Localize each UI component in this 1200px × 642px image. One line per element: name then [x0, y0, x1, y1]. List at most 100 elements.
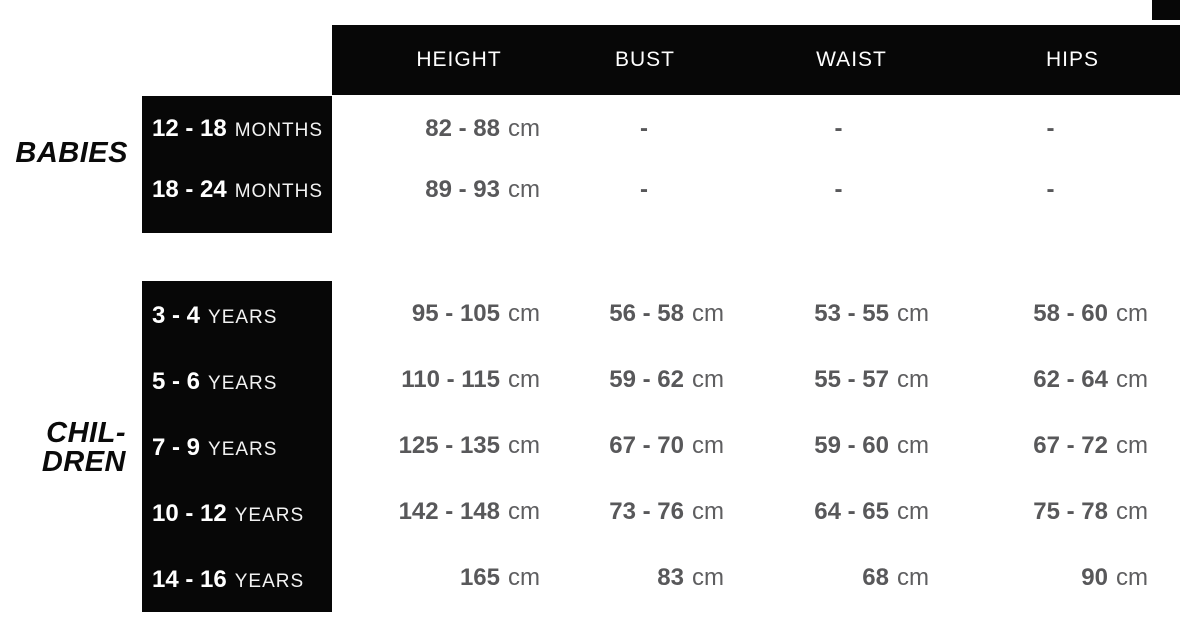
measurement-value: 55 - 57	[814, 366, 889, 393]
cell-hips: 90 cm	[941, 545, 1160, 611]
measurement-unit: cm	[897, 564, 929, 591]
measurement-value: 165	[459, 564, 500, 591]
cell-bust-empty: -	[552, 98, 736, 159]
measurement-value: -	[834, 176, 843, 203]
cell-waist: 53 - 55 cm	[736, 281, 941, 347]
measurement-value: -	[1046, 115, 1055, 142]
size-row-3-4-years: 3 - 4 YEARS	[142, 283, 332, 349]
size-row-12-18-months: 12 - 18 MONTHS	[142, 98, 332, 159]
cell-bust: 56 - 58 cm	[552, 281, 736, 347]
column-header-bust: BUST	[614, 48, 675, 71]
measurement-unit: cm	[692, 564, 724, 591]
section-label-children-line1: CHIL-	[46, 417, 126, 449]
section-label-children-line2: DREN	[41, 446, 126, 478]
measurement-value: 89 - 93	[425, 176, 500, 203]
measurement-unit: cm	[692, 366, 724, 393]
cell-height: 95 - 105 cm	[332, 281, 552, 347]
babies-size-box: 12 - 18 MONTHS 18 - 24 MONTHS	[142, 96, 332, 233]
measurement-unit: cm	[692, 498, 724, 525]
size-unit-label: YEARS	[208, 439, 278, 460]
cell-height: 125 - 135 cm	[332, 413, 552, 479]
size-unit-label: YEARS	[208, 307, 278, 328]
cell-hips: 75 - 78 cm	[941, 479, 1160, 545]
cell-bust: 67 - 70 cm	[552, 413, 736, 479]
measurement-unit: cm	[1116, 498, 1148, 525]
measurement-value: 56 - 58	[609, 300, 684, 327]
measurement-value: 59 - 60	[814, 432, 889, 459]
measurement-value: 75 - 78	[1033, 498, 1108, 525]
cell-waist: 55 - 57 cm	[736, 347, 941, 413]
measurement-unit: cm	[508, 115, 540, 142]
cell-bust-empty: -	[552, 159, 736, 220]
measurement-value: 90	[1081, 564, 1108, 591]
measurement-unit: cm	[508, 300, 540, 327]
measurement-unit: cm	[508, 176, 540, 203]
size-row-7-9-years: 7 - 9 YEARS	[142, 415, 332, 481]
size-range: 7 - 9	[152, 434, 201, 461]
measurement-value: -	[834, 115, 843, 142]
measurement-unit: cm	[1116, 564, 1148, 591]
measurement-value: 83	[657, 564, 684, 591]
section-label-babies: BABIES	[15, 137, 128, 169]
children-measurements: 95 - 105 cm 56 - 58 cm 53 - 55 cm 58 - 60 cm…	[332, 281, 1180, 611]
cell-hips-empty: -	[941, 159, 1160, 220]
measurement-unit: cm	[1116, 432, 1148, 459]
cell-height: 165 cm	[332, 545, 552, 611]
measurement-unit: cm	[897, 300, 929, 327]
measurement-value: 62 - 64	[1033, 366, 1108, 393]
cell-hips: 67 - 72 cm	[941, 413, 1160, 479]
size-row-14-16-years: 14 - 16 YEARS	[142, 547, 332, 613]
size-range: 12 - 18	[152, 115, 227, 142]
measurement-unit: cm	[897, 498, 929, 525]
cell-waist-empty: -	[736, 159, 941, 220]
measurement-value: 68	[862, 564, 889, 591]
children-size-box: 3 - 4 YEARS 5 - 6 YEARS 7 - 9 YEARS 10 - 12…	[142, 281, 332, 612]
top-right-notch	[1152, 0, 1180, 20]
column-header-height: HEIGHT	[416, 48, 502, 71]
cell-waist: 68 cm	[736, 545, 941, 611]
measurement-unit: cm	[692, 300, 724, 327]
size-unit-label: MONTHS	[234, 120, 324, 141]
size-row-18-24-months: 18 - 24 MONTHS	[142, 159, 332, 220]
measurement-value: 59 - 62	[609, 366, 684, 393]
measurement-unit: cm	[508, 432, 540, 459]
size-range: 3 - 4	[152, 302, 201, 329]
size-range: 18 - 24	[152, 176, 227, 203]
cell-waist: 64 - 65 cm	[736, 479, 941, 545]
measurement-header-bar: HEIGHT BUST WAIST HIPS	[332, 25, 1180, 95]
measurement-value: -	[640, 115, 648, 142]
cell-bust: 83 cm	[552, 545, 736, 611]
size-range: 5 - 6	[152, 368, 201, 395]
cell-height: 82 - 88 cm	[332, 98, 552, 159]
measurement-value: 53 - 55	[814, 300, 889, 327]
babies-measurements: 82 - 88 cm - - - 89 - 93 cm - - -	[332, 96, 1180, 220]
measurement-value: 95 - 105	[411, 300, 500, 327]
measurement-unit: cm	[1116, 300, 1148, 327]
measurement-value: -	[1046, 176, 1055, 203]
size-unit-label: YEARS	[234, 571, 305, 592]
cell-height: 110 - 115 cm	[332, 347, 552, 413]
column-header-waist: WAIST	[816, 48, 887, 71]
measurement-value: 110 - 115	[401, 366, 500, 393]
cell-waist: 59 - 60 cm	[736, 413, 941, 479]
measurement-value: 82 - 88	[425, 115, 500, 142]
measurement-value: 67 - 72	[1033, 432, 1108, 459]
measurement-unit: cm	[1116, 366, 1148, 393]
measurement-value: 64 - 65	[814, 498, 889, 525]
measurement-value: 67 - 70	[609, 432, 684, 459]
measurement-unit: cm	[508, 564, 540, 591]
measurement-unit: cm	[508, 366, 540, 393]
cell-height: 89 - 93 cm	[332, 159, 552, 220]
measurement-unit: cm	[897, 366, 929, 393]
cell-bust: 59 - 62 cm	[552, 347, 736, 413]
measurement-value: 73 - 76	[609, 498, 684, 525]
cell-hips-empty: -	[941, 98, 1160, 159]
size-row-5-6-years: 5 - 6 YEARS	[142, 349, 332, 415]
measurement-unit: cm	[508, 498, 540, 525]
size-row-10-12-years: 10 - 12 YEARS	[142, 481, 332, 547]
measurement-value: -	[640, 176, 648, 203]
cell-waist-empty: -	[736, 98, 941, 159]
measurement-value: 142 - 148	[398, 498, 500, 525]
size-unit-label: YEARS	[234, 505, 305, 526]
